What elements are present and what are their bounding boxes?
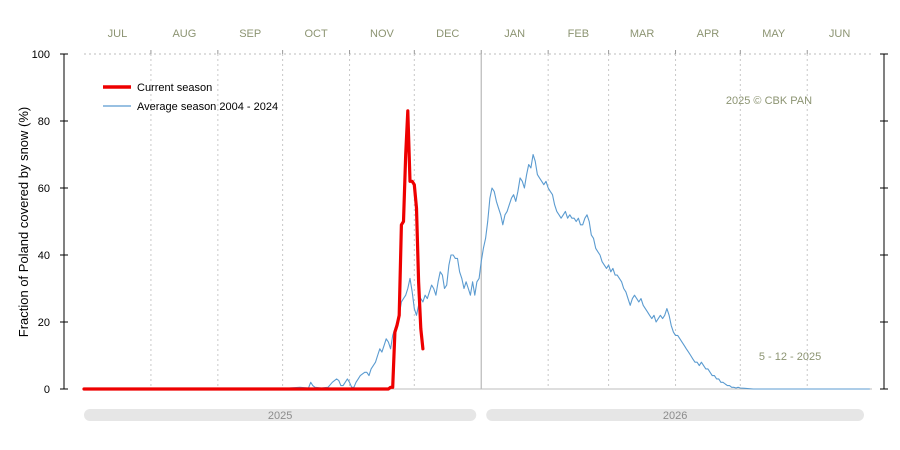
y-tick-label: 20 [38,317,50,329]
legend-label-current: Current season [137,82,212,94]
y-tick-label: 60 [38,183,50,195]
chart-grid [84,50,872,389]
month-label: FEB [568,28,589,40]
series-line-average [84,153,870,390]
month-labels: JUL AUG SEP OCT NOV DEC JAN FEB MAR APR MAY JUN [108,28,851,40]
copyright-note: 2025 © CBK PAN [726,95,812,107]
y-axis-ticks: 0 20 40 60 80 100 [32,49,888,396]
month-label: JAN [504,28,525,40]
month-label: JUN [829,28,850,40]
y-tick-label: 0 [44,384,50,396]
date-note: 5 - 12 - 2025 [759,351,821,363]
month-label: JUL [108,28,128,40]
month-label: APR [697,28,720,40]
chart-legend: Current season Average season 2004 - 202… [103,82,278,113]
month-label: AUG [172,28,196,40]
month-label: DEC [436,28,459,40]
year-bar [84,409,477,421]
y-tick-label: 40 [38,250,50,262]
month-label: SEP [239,28,261,40]
month-label: NOV [370,28,395,40]
year-bar [486,409,864,421]
year-bars: 2025 2026 [84,409,864,422]
year-label: 2026 [663,410,687,422]
year-label: 2025 [268,410,292,422]
series-line-current [82,109,425,391]
month-label: MAY [762,28,786,40]
month-label: MAR [630,28,655,40]
series-lines [82,109,870,391]
y-tick-label: 80 [38,116,50,128]
month-label: OCT [304,28,328,40]
y-tick-label: 100 [32,49,50,61]
legend-label-average: Average season 2004 - 2024 [137,101,278,113]
y-axis-title: Fraction of Poland covered by snow (%) [16,107,31,338]
